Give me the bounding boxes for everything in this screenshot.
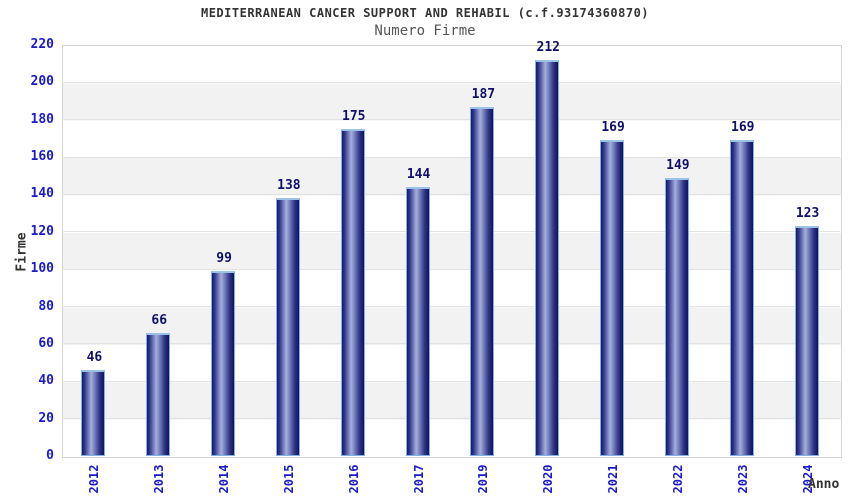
y-tick-label-160: 160: [30, 149, 54, 165]
bar-value-label-2022: 149: [666, 157, 690, 173]
x-tick-label-2020: 2020: [541, 464, 556, 494]
x-tick-label-2012: 2012: [87, 464, 102, 494]
bar-value-label-2014: 99: [216, 251, 232, 267]
bar-2020: [535, 59, 560, 456]
y-tick-label-100: 100: [30, 261, 54, 277]
bar-value-label-2020: 212: [536, 39, 560, 55]
bar-2017: [405, 186, 430, 456]
bar-value-label-2024: 123: [795, 206, 820, 222]
bar-2012: [81, 370, 106, 456]
bar-value-label-2021: 169: [601, 120, 625, 136]
gridline-140: [62, 193, 840, 195]
bar-value-label-2012: 46: [86, 350, 103, 366]
gridline-60: [62, 343, 840, 345]
y-tick-label-60: 60: [38, 335, 54, 351]
y-axis-title: Firme: [14, 232, 30, 272]
gridline-200: [62, 81, 840, 83]
x-tick-label-2014: 2014: [217, 464, 232, 494]
x-tick-label-2017: 2017: [411, 464, 426, 494]
x-tick-label-2022: 2022: [670, 464, 685, 494]
gridline-120: [62, 231, 840, 233]
y-tick-label-80: 80: [38, 298, 54, 314]
x-tick-label-2021: 2021: [606, 464, 621, 494]
bar-2016: [340, 129, 365, 456]
y-tick-label-140: 140: [30, 186, 54, 202]
x-axis-title: Anno: [808, 477, 840, 492]
gridline-80: [62, 306, 840, 308]
bar-value-label-2013: 66: [151, 312, 168, 328]
bar-2022: [664, 177, 689, 456]
y-tick-label-200: 200: [30, 74, 54, 90]
plot-area: [62, 45, 842, 458]
gridline-180: [62, 119, 840, 121]
x-tick-label-2013: 2013: [152, 464, 167, 494]
gridline-40: [62, 380, 840, 382]
bar-2013: [146, 332, 171, 456]
bar-2015: [275, 198, 300, 456]
x-tick-label-2015: 2015: [281, 464, 296, 494]
x-tick-label-2016: 2016: [346, 464, 361, 494]
bar-value-label-2019: 187: [471, 86, 496, 102]
y-tick-label-0: 0: [46, 448, 54, 463]
y-tick-label-180: 180: [30, 111, 54, 127]
y-tick-label-40: 40: [38, 373, 54, 389]
bar-2023: [729, 140, 754, 456]
x-tick-label-2023: 2023: [735, 464, 750, 494]
bar-2019: [470, 106, 495, 456]
y-tick-label-220: 220: [30, 37, 54, 52]
gridline-20: [62, 418, 840, 420]
y-tick-label-20: 20: [38, 410, 54, 426]
bar-2024: [794, 226, 819, 456]
y-tick-label-120: 120: [30, 223, 54, 239]
bar-value-label-2015: 138: [277, 178, 301, 194]
chart-subtitle: Numero Firme: [374, 23, 476, 39]
gridline-160: [62, 156, 840, 158]
chart-title: MEDITERRANEAN CANCER SUPPORT AND REHABIL…: [200, 6, 650, 20]
bar-2021: [600, 140, 625, 456]
gridline-100: [62, 268, 840, 270]
x-tick-label-2019: 2019: [476, 464, 491, 494]
bar-2014: [211, 271, 236, 456]
bar-value-label-2023: 169: [731, 120, 755, 136]
bar-value-label-2016: 175: [342, 109, 366, 125]
bar-value-label-2017: 144: [406, 166, 431, 182]
